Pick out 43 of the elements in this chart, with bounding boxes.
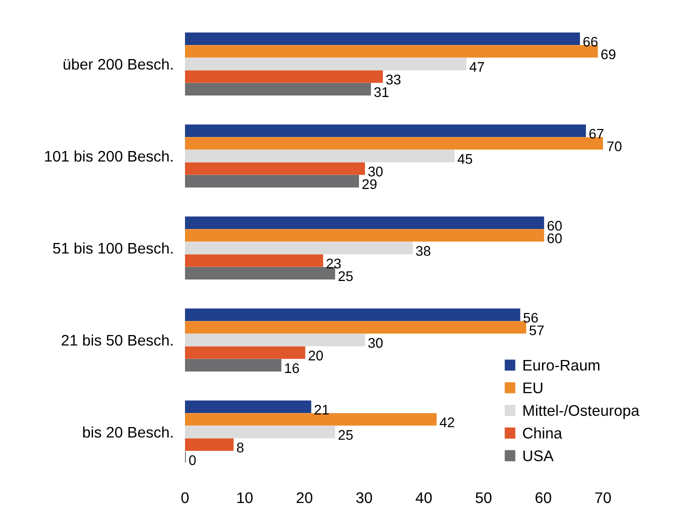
y-tick-label: 101 bis 200 Besch. bbox=[45, 150, 173, 162]
data-label: 25 bbox=[338, 430, 353, 440]
x-tick-label: 30 bbox=[356, 492, 372, 504]
data-label: 45 bbox=[458, 154, 472, 164]
data-label: 21 bbox=[314, 404, 329, 415]
data-label: 33 bbox=[386, 74, 400, 84]
x-tick-label: 0 bbox=[181, 492, 189, 504]
data-label: 69 bbox=[601, 49, 616, 60]
y-tick-label: 51 bis 100 Besch. bbox=[53, 242, 172, 254]
legend-label: EU bbox=[524, 382, 542, 394]
data-label: 56 bbox=[524, 312, 538, 323]
legend-label: Euro-Raum bbox=[524, 360, 600, 371]
x-tick-label: 60 bbox=[536, 492, 552, 504]
legend-label: China bbox=[523, 427, 562, 439]
y-tick-label: bis 20 Besch. bbox=[83, 426, 172, 438]
data-label: 20 bbox=[308, 350, 323, 360]
data-label: 30 bbox=[368, 338, 383, 348]
x-tick-label: 10 bbox=[237, 492, 253, 504]
data-label: 29 bbox=[362, 179, 377, 190]
x-tick-label: 40 bbox=[416, 492, 432, 504]
data-label: 66 bbox=[583, 36, 598, 47]
x-tick-label: 50 bbox=[476, 492, 492, 504]
data-label: 23 bbox=[326, 258, 341, 268]
data-label: 31 bbox=[374, 87, 388, 98]
x-tick-label: 20 bbox=[296, 492, 312, 504]
legend-label: Mittel-/Osteuropa bbox=[524, 404, 640, 419]
data-label: 60 bbox=[548, 220, 562, 231]
data-label: 60 bbox=[548, 233, 562, 244]
data-label: 38 bbox=[416, 246, 430, 256]
data-label: 16 bbox=[285, 363, 299, 374]
legend-label: USA bbox=[523, 450, 554, 462]
x-tick-label: 70 bbox=[595, 492, 611, 504]
data-label: 47 bbox=[470, 62, 484, 72]
y-tick-label: über 200 Besch. bbox=[64, 58, 173, 70]
data-label: 0 bbox=[189, 455, 196, 466]
data-label: 25 bbox=[338, 271, 353, 282]
data-label: 70 bbox=[607, 141, 622, 152]
data-label: 67 bbox=[589, 128, 604, 139]
data-label: 57 bbox=[530, 326, 544, 336]
data-label: 8 bbox=[236, 442, 244, 452]
y-tick-label: 21 bis 50 Besch. bbox=[62, 334, 172, 346]
data-label: 30 bbox=[368, 166, 383, 176]
data-label: 42 bbox=[440, 417, 454, 428]
